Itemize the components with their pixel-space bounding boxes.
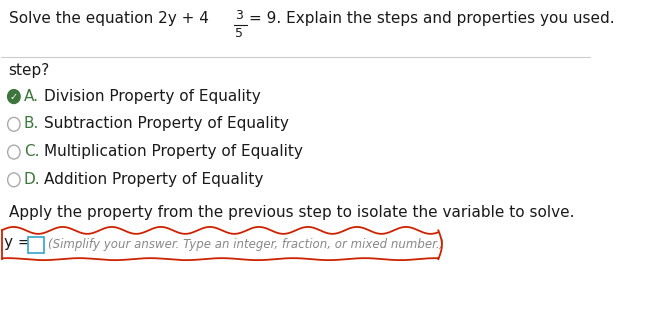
Text: C.: C. xyxy=(24,144,39,159)
FancyBboxPatch shape xyxy=(28,237,44,253)
Text: A.: A. xyxy=(24,89,39,104)
Text: Apply the property from the previous step to isolate the variable to solve.: Apply the property from the previous ste… xyxy=(9,204,574,220)
Text: = 9. Explain the steps and properties you used.: = 9. Explain the steps and properties yo… xyxy=(249,11,615,26)
Text: 5: 5 xyxy=(235,27,243,40)
Text: Multiplication Property of Equality: Multiplication Property of Equality xyxy=(44,144,303,159)
Text: Subtraction Property of Equality: Subtraction Property of Equality xyxy=(44,117,289,131)
Text: Addition Property of Equality: Addition Property of Equality xyxy=(44,172,264,187)
Text: 3: 3 xyxy=(235,9,243,22)
Text: step?: step? xyxy=(9,63,50,78)
Text: ✓: ✓ xyxy=(10,91,18,101)
Text: B.: B. xyxy=(24,117,39,131)
Text: Solve the equation 2y + 4: Solve the equation 2y + 4 xyxy=(9,11,208,26)
Text: (Simplify your answer. Type an integer, fraction, or mixed number.): (Simplify your answer. Type an integer, … xyxy=(48,238,444,251)
Circle shape xyxy=(8,90,20,103)
Text: Division Property of Equality: Division Property of Equality xyxy=(44,89,261,104)
Text: y =: y = xyxy=(4,235,36,250)
Text: D.: D. xyxy=(24,172,40,187)
